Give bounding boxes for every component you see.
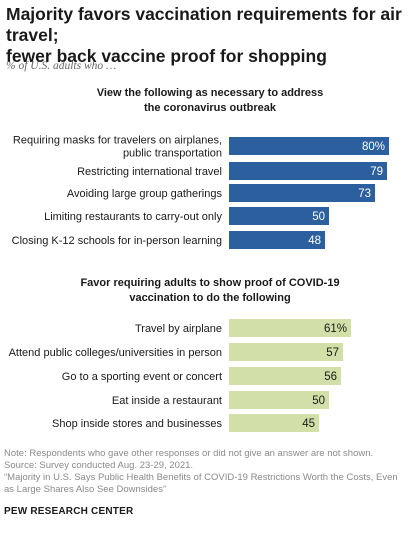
chart1-category-label-5: Closing K-12 schools for in-person learn… [12,235,222,247]
chart2-value-label-1: 61% [324,323,347,335]
chart1-bar-4 [229,207,329,225]
panel-2-title-line-2: vaccination to do the following [129,292,291,304]
report-title-line-2: as Large Shares Also See Downsides” [4,484,167,495]
panel-1-title: View the following as necessary to addre… [0,86,420,116]
chart2-bar-3 [229,367,341,385]
chart1-category-label-4: Limiting restaurants to carry-out only [44,211,222,223]
chart1-category-label-2: Restricting international travel [77,166,222,178]
panel-2-title-line-1: Favor requiring adults to show proof of … [80,277,340,289]
chart2-value-label-4: 50 [312,395,325,407]
chart1-bar-1 [229,137,389,155]
chart1-bar-2 [229,162,387,180]
chart2-category-label-3: Go to a sporting event or concert [62,371,222,383]
chart2-bar-4 [229,391,329,409]
note-text: Note: Respondents who gave other respons… [4,448,374,459]
chart1-value-label-3: 73 [358,188,371,200]
chart2-category-label-5: Shop inside stores and businesses [52,418,222,430]
report-title-line-1: “Majority in U.S. Says Public Health Ben… [4,472,398,483]
chart-title-line-2: fewer back vaccine proof for shopping [6,46,327,66]
chart-title-line-1: Majority favors vaccination requirements… [6,4,402,45]
chart1-bar-5 [229,231,325,249]
chart2-category-label-2: Attend public colleges/universities in p… [9,347,222,359]
chart-subtitle: % of U.S. adults who … [6,60,117,72]
chart1-value-label-5: 48 [308,235,321,247]
source-text: Source: Survey conducted Aug. 23-29, 202… [4,460,194,471]
chart1-category-label-1: Requiring masks for travelers on airplan… [13,135,222,160]
chart2-category-label-1: Travel by airplane [135,323,222,335]
chart2-value-label-3: 56 [324,371,337,383]
chart2-bar-5 [229,414,319,432]
chart1-value-label-2: 79 [370,166,383,178]
chart2-value-label-2: 57 [326,347,339,359]
chart2-bar-2 [229,343,343,361]
brand-logo-text: PEW RESEARCH CENTER [4,506,134,517]
panel-1-title-line-1: View the following as necessary to addre… [96,87,324,99]
chart1-bar-3 [229,184,375,202]
panel-2-title: Favor requiring adults to show proof of … [0,276,420,306]
chart1-category-label-3: Avoiding large group gatherings [67,188,223,200]
panel-1-title-line-2: the coronavirus outbreak [143,102,277,114]
chart2-category-label-4: Eat inside a restaurant [112,395,222,407]
chart2-value-label-5: 45 [302,418,315,430]
chart-title: Majority favors vaccination requirements… [6,4,418,67]
chart2-bar-1 [229,319,351,337]
chart1-value-label-1: 80% [362,141,385,153]
footnotes: Note: Respondents who gave other respons… [4,448,418,496]
chart1-value-label-4: 50 [312,211,325,223]
